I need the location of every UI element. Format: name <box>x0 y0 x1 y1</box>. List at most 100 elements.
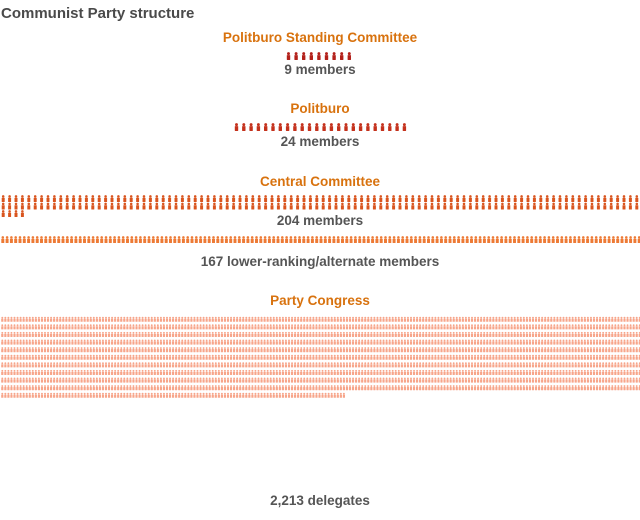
party-congress-delegate-icon <box>138 385 141 391</box>
party-congress-delegate-icon <box>220 316 224 322</box>
party-congress-delegate-icon <box>434 339 437 345</box>
party-congress-delegate-icon <box>309 347 312 353</box>
alternate-member-icon <box>57 236 61 243</box>
party-congress-delegate-icon <box>184 392 187 398</box>
party-congress-delegate-icon <box>132 331 135 337</box>
party-congress-delegate-icon <box>40 385 44 391</box>
party-congress-delegate-icon <box>257 377 260 383</box>
party-congress-delegate-icon <box>266 377 269 383</box>
party-congress-delegate-icon <box>489 347 492 353</box>
party-congress-delegate-icon <box>68 324 71 330</box>
party-congress-delegate-icon <box>150 324 153 330</box>
party-congress-delegate-icon <box>144 331 147 337</box>
alternate-member-icon <box>147 236 151 243</box>
party-congress-delegate-icon <box>461 377 464 383</box>
party-congress-delegate-icon <box>190 385 193 391</box>
party-congress-delegate-icon <box>400 331 403 337</box>
party-congress-delegate-icon <box>571 347 574 353</box>
alternate-member-icon <box>323 236 327 243</box>
party-congress-delegate-icon <box>394 316 397 322</box>
party-congress-delegate-icon <box>516 362 519 368</box>
party-congress-delegate-icon <box>168 354 172 360</box>
party-congress-delegate-icon <box>80 331 83 337</box>
party-congress-delegate-icon <box>617 377 620 383</box>
party-congress-delegate-icon <box>114 369 117 375</box>
party-congress-delegate-icon <box>406 331 410 337</box>
party-congress-delegate-icon <box>339 316 342 322</box>
alternate-member-icon <box>138 236 142 243</box>
party-congress-delegate-icon <box>415 354 419 360</box>
party-congress-delegate-icon <box>608 385 611 391</box>
party-congress-delegate-icon <box>397 377 400 383</box>
party-congress-delegate-icon <box>272 392 275 398</box>
party-congress-delegate-icon <box>580 339 583 345</box>
party-congress-delegate-icon <box>49 316 53 322</box>
central-committee-member-icon <box>590 195 594 202</box>
party-congress-delegate-icon <box>1 362 4 368</box>
party-congress-delegate-icon <box>324 377 327 383</box>
party-congress-delegate-icon <box>232 362 236 368</box>
party-congress-delegate-icon <box>217 354 220 360</box>
party-congress-delegate-icon <box>257 392 260 398</box>
standing-committee-member-icon <box>332 52 336 60</box>
party-congress-delegate-icon <box>306 316 309 322</box>
party-congress-delegate-icon <box>275 347 278 353</box>
party-congress-delegate-icon <box>370 385 373 391</box>
alternate-member-icon <box>74 236 78 243</box>
party-congress-delegate-icon <box>528 354 532 360</box>
party-congress-delegate-icon <box>31 331 34 337</box>
party-congress-delegate-icon <box>455 347 458 353</box>
party-congress-delegate-icon <box>165 316 169 322</box>
party-congress-delegate-icon <box>354 347 358 353</box>
party-congress-delegate-icon <box>232 316 236 322</box>
alternate-member-icon <box>14 236 18 243</box>
party-congress-delegate-icon <box>586 362 590 368</box>
party-congress-delegate-icon <box>300 339 303 345</box>
party-congress-delegate-icon <box>202 385 205 391</box>
party-congress-delegate-icon <box>110 339 114 345</box>
party-congress-delegate-icon <box>101 385 105 391</box>
party-congress-delegate-icon <box>178 347 181 353</box>
central-committee-member-icon <box>603 202 607 210</box>
party-congress-delegate-icon <box>571 369 574 375</box>
party-congress-delegate-icon <box>501 339 504 345</box>
party-congress-delegate-icon <box>287 331 291 337</box>
party-congress-delegate-icon <box>327 392 330 398</box>
party-congress-delegate-icon <box>278 392 281 398</box>
party-congress-delegate-icon <box>181 324 184 330</box>
party-congress-delegate-icon <box>553 369 556 375</box>
party-congress-delegate-icon <box>358 377 361 383</box>
party-congress-delegate-icon <box>147 377 150 383</box>
party-congress-delegate-icon <box>339 339 342 345</box>
party-congress-delegate-icon <box>205 324 208 330</box>
central-committee-member-icon <box>219 195 223 202</box>
standing-committee-figures <box>286 52 351 60</box>
party-congress-delegate-icon <box>71 362 74 368</box>
party-congress-delegate-icon <box>16 385 19 391</box>
party-congress-delegate-icon <box>544 377 547 383</box>
party-congress-delegate-icon <box>190 377 193 383</box>
alternate-member-icon <box>48 236 52 243</box>
party-congress-delegate-icon <box>205 316 208 322</box>
party-congress-delegate-icon <box>168 377 172 383</box>
central-committee-member-icon <box>46 195 50 202</box>
central-committee-member-icon <box>340 195 344 202</box>
party-congress-delegate-icon <box>486 385 489 391</box>
party-congress-delegate-icon <box>385 316 388 322</box>
party-congress-delegate-icon <box>34 362 37 368</box>
party-congress-delegate-icon <box>473 316 477 322</box>
party-congress-delegate-icon <box>153 347 156 353</box>
central-committee-member-icon <box>296 195 300 202</box>
central-committee-member-icon <box>353 202 357 210</box>
party-congress-delegate-icon <box>452 347 455 353</box>
party-congress-delegate-icon <box>263 347 266 353</box>
central-committee-member-icon <box>27 195 31 202</box>
party-congress-delegate-icon <box>13 331 16 337</box>
party-congress-delegate-icon <box>516 354 519 360</box>
party-congress-delegate-icon <box>263 324 266 330</box>
party-congress-delegate-icon <box>40 369 44 375</box>
party-congress-delegate-icon <box>1 347 4 353</box>
party-congress-delegate-icon <box>565 347 568 353</box>
party-congress-delegate-icon <box>354 339 358 345</box>
party-congress-delegate-icon <box>583 362 586 368</box>
